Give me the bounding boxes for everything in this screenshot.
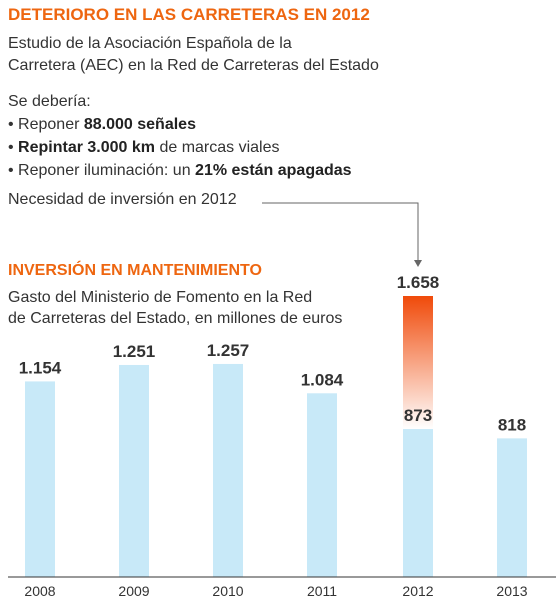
bar: [25, 381, 55, 577]
need-value-label: 1.658: [397, 273, 440, 292]
bar: [497, 438, 527, 577]
bar-value-label: 818: [498, 415, 526, 434]
need-connector-line: [262, 202, 419, 262]
chart-title: INVERSIÓN EN MANTENIMIENTO: [8, 262, 262, 279]
need-label: Necesidad de inversión en 2012: [8, 191, 237, 208]
bar: [119, 364, 149, 577]
recommendations-intro: Se debería:: [8, 93, 91, 110]
chart-subtitle: Gasto del Ministerio de Fomento en la Re…: [8, 287, 342, 329]
bar: [403, 429, 433, 577]
x-tick-label: 2009: [118, 583, 149, 599]
x-tick-label: 2011: [307, 583, 337, 599]
bar-value-label: 1.084: [301, 370, 344, 389]
chart-subtitle-line-2: de Carreteras del Estado, en millones de…: [8, 310, 343, 327]
recommendation-item: • Repintar 3.000 km de marcas viales: [8, 139, 280, 156]
recommendation-item: • Reponer 88.000 señales: [8, 116, 196, 133]
lead-text: Estudio de la Asociación Española de la …: [8, 33, 379, 77]
need-bar: [403, 296, 433, 430]
chart-subtitle-line-1: Gasto del Ministerio de Fomento en la Re…: [8, 289, 313, 306]
lead-line-1: Estudio de la Asociación Española de la: [8, 35, 292, 52]
lead-line-2: Carretera (AEC) en la Red de Carreteras …: [8, 57, 379, 74]
bar-value-label: 1.154: [19, 358, 62, 377]
x-tick-label: 2008: [24, 583, 55, 599]
x-tick-label: 2013: [496, 583, 527, 599]
bar: [307, 393, 337, 577]
bar: [213, 363, 243, 577]
recommendations: Se debería: • Reponer 88.000 señales • R…: [8, 90, 352, 182]
x-tick-label: 2012: [402, 583, 433, 599]
recommendation-item: • Reponer iluminación: un 21% están apag…: [8, 162, 352, 179]
x-tick-label: 2010: [212, 583, 243, 599]
main-title: DETERIORO EN LAS CARRETERAS EN 2012: [8, 5, 370, 24]
need-connector-arrow: [414, 260, 422, 267]
bar-value-label: 1.251: [113, 342, 156, 361]
bar-value-label: 873: [404, 406, 432, 425]
bar-value-label: 1.257: [207, 341, 250, 360]
